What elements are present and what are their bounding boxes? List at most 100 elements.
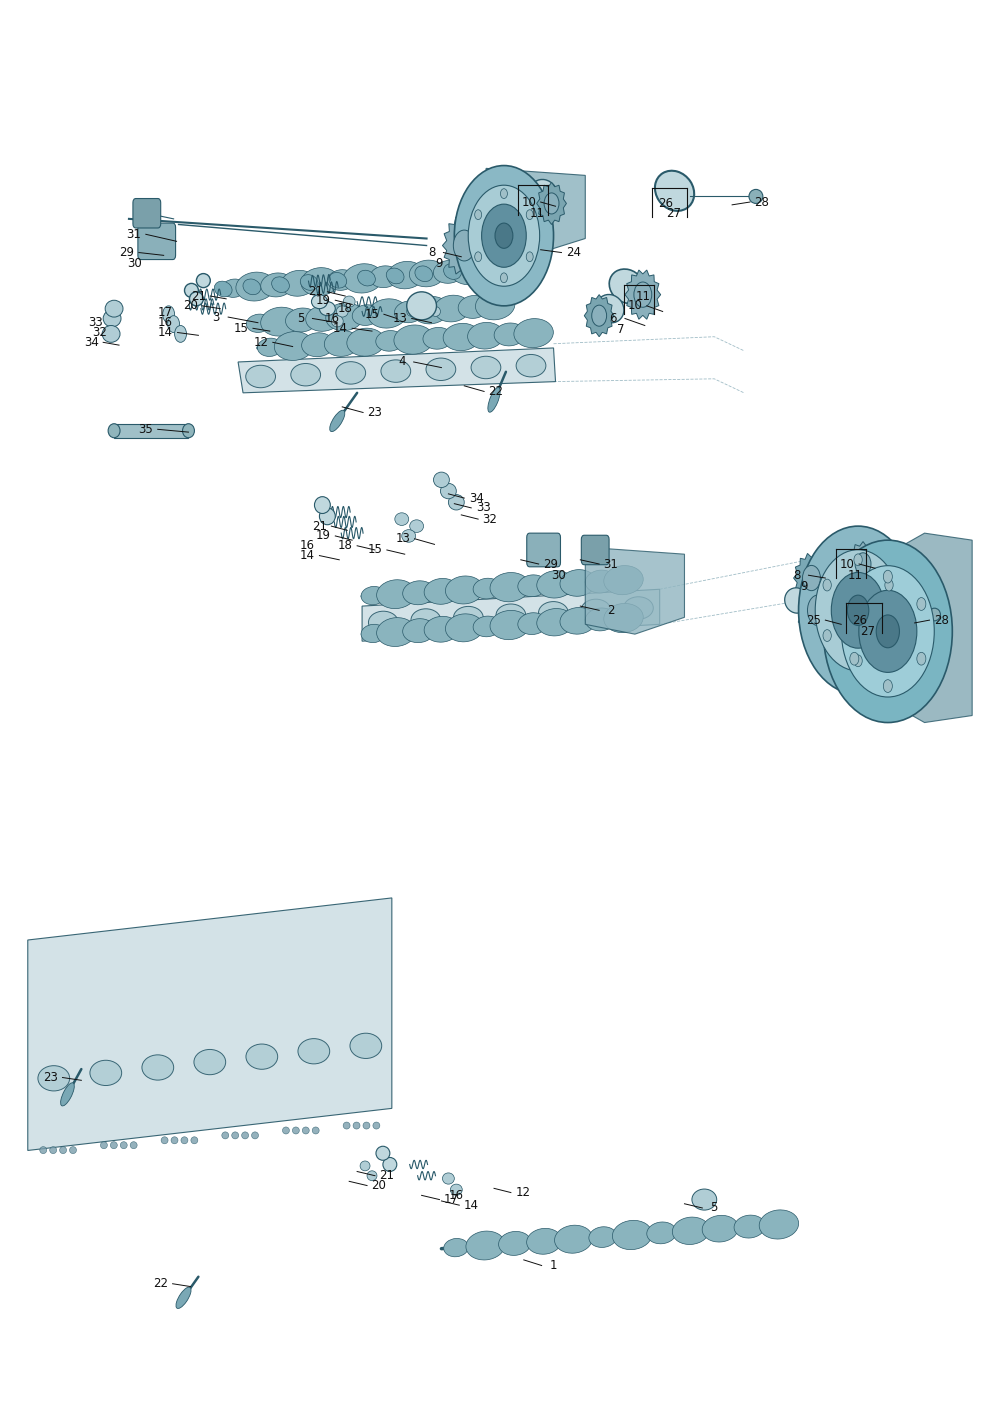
Text: 33: 33 <box>476 501 490 515</box>
Ellipse shape <box>350 1033 382 1058</box>
Ellipse shape <box>560 570 596 596</box>
Circle shape <box>823 630 831 641</box>
Ellipse shape <box>585 607 616 631</box>
Ellipse shape <box>40 1146 47 1153</box>
Ellipse shape <box>702 1215 738 1242</box>
Ellipse shape <box>555 1225 592 1253</box>
Ellipse shape <box>585 570 616 593</box>
Ellipse shape <box>246 314 271 333</box>
Ellipse shape <box>325 303 364 331</box>
Ellipse shape <box>423 327 452 349</box>
Ellipse shape <box>368 299 408 328</box>
Circle shape <box>468 185 540 286</box>
Ellipse shape <box>181 1136 187 1143</box>
Text: 30: 30 <box>552 568 565 582</box>
Text: 21: 21 <box>379 1169 395 1183</box>
Ellipse shape <box>467 323 504 349</box>
Ellipse shape <box>100 1142 107 1149</box>
Ellipse shape <box>236 272 275 302</box>
Ellipse shape <box>383 1157 397 1172</box>
Text: 1: 1 <box>550 1258 558 1273</box>
Ellipse shape <box>242 1132 249 1139</box>
Ellipse shape <box>407 292 436 320</box>
Ellipse shape <box>120 1142 127 1149</box>
Text: 29: 29 <box>543 557 558 571</box>
Ellipse shape <box>387 261 425 289</box>
Polygon shape <box>584 295 614 337</box>
Text: 30: 30 <box>128 257 142 271</box>
Text: 23: 23 <box>44 1070 58 1085</box>
Text: 19: 19 <box>315 529 331 543</box>
Ellipse shape <box>516 355 546 377</box>
Ellipse shape <box>415 267 433 282</box>
Ellipse shape <box>105 300 123 317</box>
Circle shape <box>544 194 559 215</box>
Ellipse shape <box>426 358 455 380</box>
Ellipse shape <box>412 296 449 324</box>
Ellipse shape <box>472 261 490 278</box>
Ellipse shape <box>331 316 343 327</box>
Ellipse shape <box>840 539 870 570</box>
Ellipse shape <box>312 1127 319 1134</box>
Ellipse shape <box>357 271 375 286</box>
Ellipse shape <box>361 624 386 643</box>
Text: 14: 14 <box>300 549 315 563</box>
Ellipse shape <box>336 362 366 384</box>
Ellipse shape <box>102 325 120 342</box>
Ellipse shape <box>395 513 409 526</box>
Text: 25: 25 <box>806 613 820 627</box>
Text: 13: 13 <box>396 532 410 546</box>
Text: 20: 20 <box>372 1179 386 1193</box>
Circle shape <box>453 230 475 261</box>
Ellipse shape <box>448 495 464 511</box>
Ellipse shape <box>490 610 530 640</box>
Ellipse shape <box>161 1136 168 1143</box>
Ellipse shape <box>673 1216 709 1244</box>
Ellipse shape <box>303 1127 310 1134</box>
Text: 27: 27 <box>860 624 876 638</box>
Ellipse shape <box>373 1122 380 1129</box>
Circle shape <box>823 579 831 591</box>
Ellipse shape <box>434 295 470 321</box>
Ellipse shape <box>537 609 573 636</box>
Ellipse shape <box>785 588 808 613</box>
Ellipse shape <box>425 616 459 643</box>
Ellipse shape <box>381 361 411 383</box>
Ellipse shape <box>327 269 355 290</box>
Ellipse shape <box>246 1044 278 1069</box>
Text: 12: 12 <box>515 1186 531 1200</box>
Ellipse shape <box>329 410 345 432</box>
Text: 10: 10 <box>522 195 536 209</box>
Circle shape <box>885 579 893 591</box>
Circle shape <box>163 306 175 323</box>
Circle shape <box>500 274 507 283</box>
Text: 24: 24 <box>565 246 581 260</box>
Ellipse shape <box>431 307 440 317</box>
Ellipse shape <box>377 617 416 647</box>
Ellipse shape <box>189 292 203 306</box>
Circle shape <box>854 655 862 666</box>
Ellipse shape <box>232 1132 239 1139</box>
Ellipse shape <box>749 189 763 203</box>
Text: 16: 16 <box>448 1188 464 1202</box>
Polygon shape <box>537 182 566 224</box>
Ellipse shape <box>214 281 232 297</box>
Text: 20: 20 <box>184 299 197 313</box>
Ellipse shape <box>343 296 355 307</box>
Text: 15: 15 <box>368 543 382 557</box>
FancyBboxPatch shape <box>133 199 161 229</box>
Text: 11: 11 <box>847 568 863 582</box>
Text: 15: 15 <box>234 321 248 335</box>
Ellipse shape <box>496 603 526 627</box>
Ellipse shape <box>376 331 404 351</box>
Ellipse shape <box>60 1146 66 1153</box>
Text: 17: 17 <box>443 1193 459 1207</box>
Ellipse shape <box>343 1122 350 1129</box>
Polygon shape <box>442 215 486 276</box>
Text: 4: 4 <box>398 355 406 369</box>
Polygon shape <box>28 898 392 1150</box>
Ellipse shape <box>453 606 483 629</box>
Ellipse shape <box>537 571 573 598</box>
Ellipse shape <box>445 577 483 603</box>
Ellipse shape <box>855 592 891 629</box>
